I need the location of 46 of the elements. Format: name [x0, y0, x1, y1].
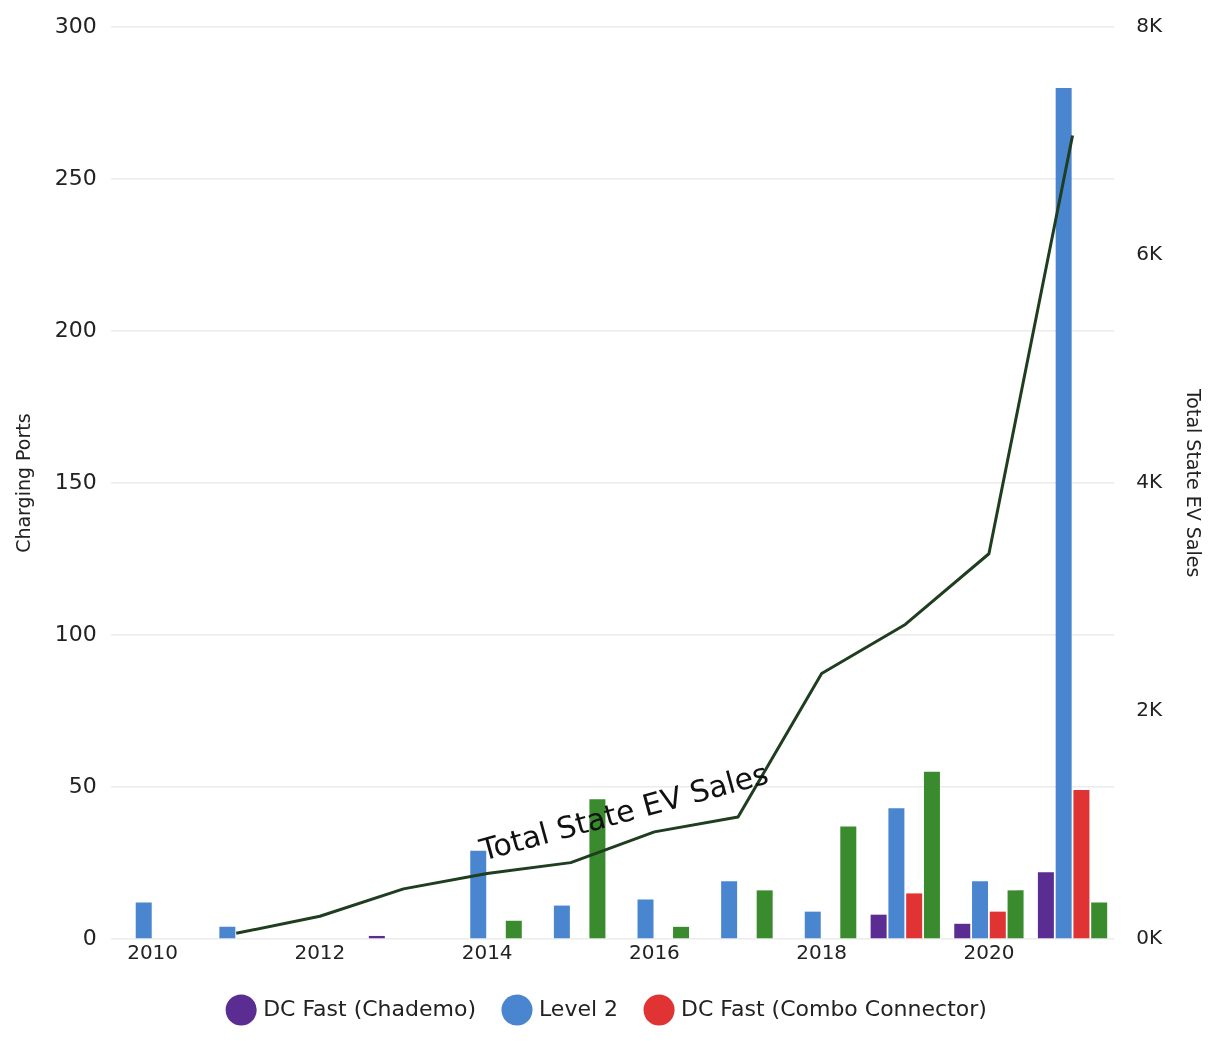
bar	[954, 923, 971, 939]
bar	[804, 911, 821, 939]
bar	[1007, 890, 1024, 939]
x-tick-label: 2012	[294, 940, 346, 965]
bar	[870, 914, 887, 939]
y-tick-label: 50	[68, 772, 97, 798]
y2-tick-label: 8K	[1136, 13, 1164, 38]
y2-tick-label: 4K	[1136, 469, 1164, 494]
y-tick-label: 100	[54, 620, 97, 646]
x-tick-label: 2018	[796, 940, 848, 965]
bar	[219, 926, 236, 939]
bar	[673, 926, 690, 939]
y-tick-label: 200	[54, 316, 97, 342]
x-tick-label: 2016	[628, 940, 680, 965]
bar	[1073, 790, 1090, 939]
bar	[1037, 872, 1054, 939]
legend-label: Level 2	[538, 995, 619, 1021]
bar	[1091, 902, 1108, 939]
x-tick-label: 2020	[963, 940, 1015, 965]
bar	[906, 893, 923, 939]
bar	[989, 911, 1006, 939]
x-tick-label: 2014	[461, 940, 513, 965]
bar	[637, 899, 654, 939]
y-tick-label: 300	[54, 12, 97, 38]
y2-axis-title: Total State EV Sales	[1182, 387, 1205, 578]
bar	[135, 902, 152, 939]
bar	[972, 881, 989, 939]
bar	[1055, 87, 1072, 939]
legend-label: DC Fast (Combo Connector)	[681, 995, 987, 1021]
bar	[923, 771, 940, 939]
bar	[756, 890, 773, 939]
y-axis-title: Charging Ports	[12, 413, 35, 553]
y2-tick-label: 2K	[1136, 697, 1164, 722]
text: Total State EV Sales	[474, 755, 773, 868]
y-tick-label: 250	[54, 164, 97, 190]
bar	[505, 920, 522, 939]
bar	[888, 808, 905, 939]
bar	[840, 826, 857, 939]
legend-label: DC Fast (Chademo)	[263, 995, 476, 1021]
x-tick-label: 2010	[127, 940, 179, 965]
bar	[721, 881, 738, 939]
y2-tick-label: 0K	[1136, 925, 1164, 950]
bar	[553, 905, 570, 939]
y-tick-label: 150	[54, 468, 97, 494]
y-tick-label: 0	[82, 924, 97, 950]
y2-tick-label: 6K	[1136, 241, 1164, 266]
